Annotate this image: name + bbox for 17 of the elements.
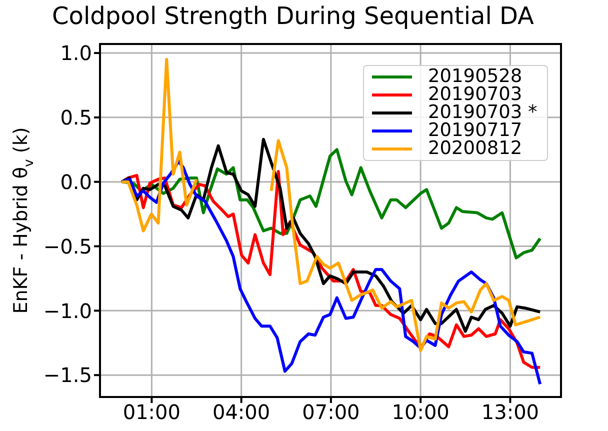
x-tick-label: 07:00 — [302, 400, 360, 424]
legend-label: 20190703 * — [428, 102, 538, 123]
legend-label: 20190528 — [428, 66, 522, 87]
y-tick-label: −0.5 — [43, 234, 92, 258]
legend-label: 20190717 — [428, 120, 522, 141]
x-tick-label: 04:00 — [212, 400, 270, 424]
chart-title: Coldpool Strength During Sequential DA — [52, 2, 534, 30]
y-tick-label: 0.0 — [60, 170, 92, 194]
x-tick-label: 13:00 — [481, 400, 540, 424]
y-tick-label: 1.0 — [60, 41, 92, 66]
x-tick-label: 10:00 — [392, 400, 450, 424]
y-tick-label: −1.5 — [43, 363, 92, 388]
x-tick-label: 01:00 — [122, 400, 181, 424]
y-tick-label: −1.0 — [43, 298, 92, 323]
legend-label: 20200812 — [428, 138, 522, 159]
y-tick-label: 0.5 — [60, 106, 92, 130]
legend-label: 20190703 — [428, 84, 522, 105]
